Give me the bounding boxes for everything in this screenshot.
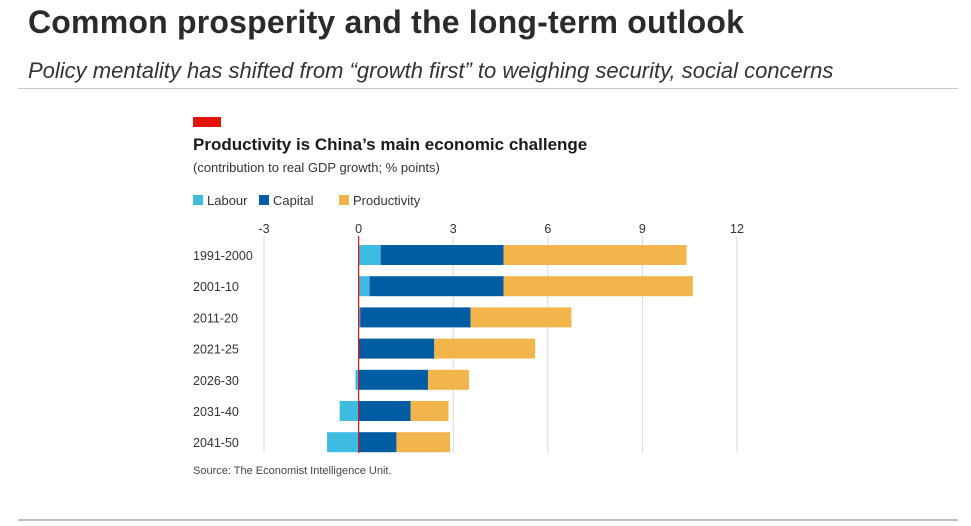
bar-capital [358,338,435,359]
bottom-divider [18,519,958,521]
bar-labour [358,245,381,265]
x-tick-label: 9 [639,222,646,236]
legend-swatch-labour [193,195,203,205]
bar-productivity [396,432,451,453]
category-label: 2031-40 [193,405,239,419]
chart-accent-tag [193,117,221,127]
x-tick-label: 6 [544,222,551,236]
legend-label-labour: Labour [207,193,248,208]
bar-labour [358,276,370,297]
x-tick-label: 12 [730,222,744,236]
chart-subtitle: (contribution to real GDP growth; % poin… [193,160,440,175]
bars [327,245,693,453]
legend-swatch-productivity [339,195,349,205]
category-labels: 1991-2000 2001-10 2011-20 2021-25 2026-30 203… [193,249,253,450]
bar-productivity [427,369,469,390]
x-tick-label: 3 [450,222,457,236]
bar-productivity [410,401,449,421]
bar-capital [358,401,411,421]
x-tick-label: 0 [355,222,362,236]
legend: Labour Capital Productivity [193,193,421,208]
legend-label-capital: Capital [273,193,314,208]
category-label: 1991-2000 [193,249,253,263]
chart-source: Source: The Economist Intelligence Unit. [193,465,392,477]
bar-productivity [503,245,687,265]
bar-labour [355,369,359,390]
category-label: 2011-20 [193,311,238,325]
bar-capital [358,432,397,453]
slide-subtitle: Policy mentality has shifted from “growt… [28,58,834,83]
bar-capital [380,245,504,265]
bar-productivity [434,338,536,359]
bar-labour [358,307,361,328]
bar-productivity [470,307,572,328]
bar-productivity [503,276,693,297]
bar-capital [358,369,428,390]
legend-swatch-capital [259,195,269,205]
slide-title: Common prosperity and the long-term outl… [28,4,745,40]
bar-labour [327,432,359,453]
category-label: 2001-10 [193,280,239,294]
x-tick-label: -3 [258,222,269,236]
category-label: 2021-25 [193,343,239,357]
x-axis-ticks: -3 0 3 6 9 12 [258,222,744,236]
top-divider [18,88,958,89]
bar-capital [360,307,471,328]
bar-capital [369,276,504,297]
category-label: 2026-30 [193,374,239,388]
chart-title: Productivity is China’s main economic ch… [193,135,587,154]
category-label: 2041-50 [193,436,239,450]
legend-label-productivity: Productivity [353,193,421,208]
bar-labour [339,401,359,421]
